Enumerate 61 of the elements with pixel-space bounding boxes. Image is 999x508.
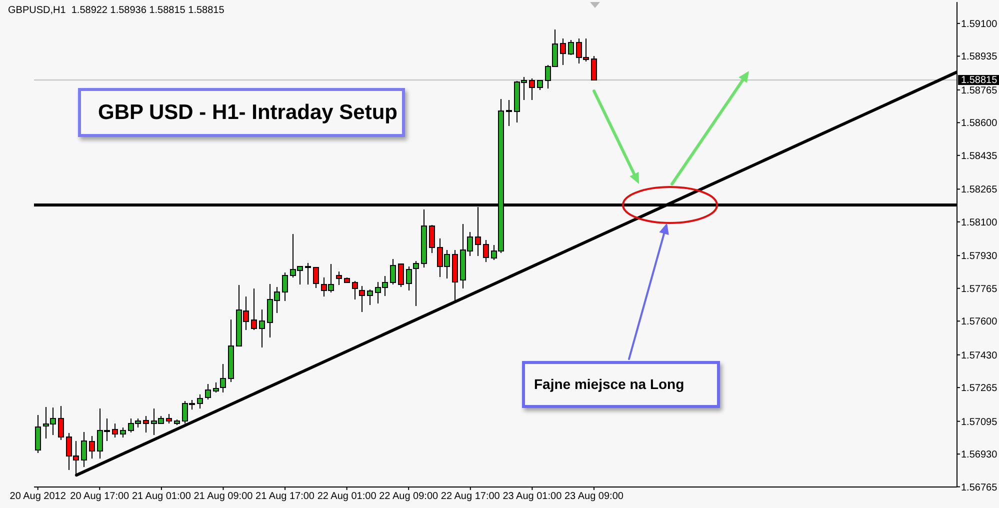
y-tick-label: 1.58935 [961, 52, 998, 63]
y-tick-label: 1.58265 [961, 184, 998, 196]
x-tick-label: 20 Aug 2012 [10, 491, 66, 502]
y-tick-label: 1.58600 [961, 118, 998, 130]
candlestick [259, 308, 265, 348]
y-tick-label: 1.58100 [961, 217, 998, 228]
candlestick [213, 382, 219, 394]
y-tick-label: 1.57930 [961, 251, 998, 262]
candlestick [537, 80, 543, 91]
text: GBP USD - H1- Intraday Setup [98, 100, 398, 125]
candlestick [591, 55, 597, 80]
x-tick-label: 23 Aug 01:00 [502, 491, 562, 502]
candlestick [89, 435, 95, 459]
chart-subtitle: GBPUSD,H1 1.58922 1.58936 1.58815 1.58815 [8, 5, 224, 16]
candlestick [251, 288, 257, 331]
y-tick-label: 1.58765 [961, 85, 998, 96]
y-tick-label: 1.59100 [961, 18, 998, 30]
y-tick-label: 1.56765 [961, 482, 998, 494]
candlestick [560, 38, 566, 66]
candlestick [58, 406, 64, 441]
candlestick [429, 224, 435, 254]
candlestick [359, 285, 365, 312]
x-tick-label: 21 Aug 01:00 [132, 491, 192, 502]
candlestick [483, 240, 489, 262]
y-tick-label: 1.57600 [961, 316, 998, 328]
candlestick [398, 262, 404, 288]
candlestick [35, 414, 41, 454]
y-tick-label: 1.57265 [961, 383, 998, 394]
candlestick [205, 384, 211, 400]
annotation: Fajne miejsce na Long [534, 376, 684, 393]
y-tick-label: 1.57430 [961, 350, 998, 362]
x-tick-label: 20 Aug 17:00 [70, 491, 130, 502]
candlestick [197, 394, 203, 409]
y-tick-label: 1.57095 [961, 416, 998, 428]
candlestick [529, 78, 535, 101]
x-tick-label: 23 Aug 09:00 [564, 491, 624, 502]
candlestick [81, 431, 87, 468]
candlestick [413, 260, 419, 307]
candlestick [406, 266, 412, 292]
candlestick [367, 288, 373, 306]
x-tick-label: 22 Aug 17:00 [440, 491, 500, 502]
candlestick [568, 40, 574, 56]
candlestick [143, 415, 149, 433]
x-tick-label: 22 Aug 09:00 [379, 491, 439, 502]
candlestick [220, 364, 226, 394]
y-tick-label: 1.58435 [961, 150, 998, 162]
candlestick [352, 280, 358, 300]
candlestick [166, 414, 172, 424]
ref-line-label: 1.58815 [961, 74, 998, 86]
x-tick-label: 21 Aug 17:00 [256, 491, 315, 502]
candlestick [305, 262, 311, 285]
candlestick [390, 258, 396, 285]
y-tick-label: 1.56930 [961, 450, 998, 461]
candlestick [313, 266, 319, 288]
candlestick [112, 422, 118, 438]
candlestick [336, 271, 342, 286]
y-tick-label: 1.57765 [961, 284, 998, 295]
candlestick [282, 272, 288, 302]
x-tick-label: 21 Aug 09:00 [194, 491, 254, 502]
x-tick-label: 22 Aug 01:00 [317, 491, 377, 502]
candlestick [506, 100, 512, 127]
